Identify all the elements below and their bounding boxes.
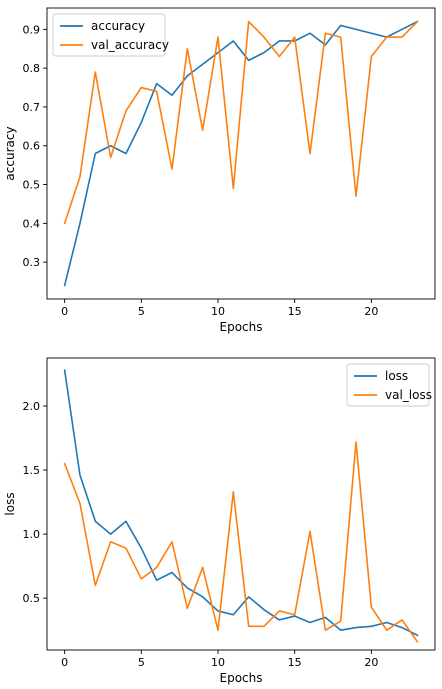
accuracy-chart-y-tick-label: 0.4 [23,217,41,230]
accuracy-chart-legend: accuracy val_accuracy [52,13,169,57]
accuracy-chart-series-line-accuracy [63,20,419,287]
loss-chart-y-tick-label: 0.5 [23,592,41,605]
loss-chart-y-tick-label: 1.5 [23,464,41,477]
loss-chart-x-tick-label: 15 [288,656,302,669]
accuracy-chart-y-tick-label: 0.3 [23,256,41,269]
loss-chart-legend: loss val_loss [346,363,432,407]
accuracy-chart-frame [46,7,436,300]
loss-chart-legend-label-loss: loss [385,369,408,383]
loss-chart-y-axis-label: loss [3,492,17,515]
loss-chart-series-line-val-loss [63,441,419,643]
accuracy-chart-series-line-val-accuracy [63,20,419,225]
accuracy-chart-x-axis-label: Epochs [220,320,263,334]
accuracy-chart-x-tick-label: 0 [61,305,68,318]
loss-chart-y-tick-label: 1.0 [23,528,41,541]
loss-chart-legend-label-val-loss: val_loss [385,388,432,402]
accuracy-chart-y-tick-label: 0.6 [23,140,41,153]
accuracy-chart-y-tick-label: 0.7 [23,101,41,114]
accuracy-chart-x-tick-label: 5 [138,305,145,318]
loss-chart-x-tick-label: 10 [211,656,225,669]
loss-chart-x-tick-label: 5 [138,656,145,669]
loss-chart: 0 5 10 15 20 0.5 1.0 1.5 2.0 Epochs loss loss val_lo… [3,357,436,685]
accuracy-chart-y-tick-label: 0.5 [23,179,41,192]
accuracy-chart: 0 5 10 15 20 0.3 0.4 0.5 0.6 0.7 0.8 0.9 Epochs accur… [3,7,436,334]
accuracy-chart-legend-label-accuracy: accuracy [91,19,145,33]
accuracy-chart-x-tick-label: 15 [288,305,302,318]
loss-chart-frame [46,357,436,651]
loss-chart-x-axis-label: Epochs [220,671,263,685]
accuracy-chart-x-tick-label: 10 [211,305,225,318]
loss-chart-x-tick-label: 0 [61,656,68,669]
accuracy-chart-y-axis-label: accuracy [3,126,17,180]
accuracy-chart-x-tick-label: 20 [364,305,378,318]
loss-chart-y-tick-label: 2.0 [23,400,41,413]
accuracy-chart-y-tick-label: 0.8 [23,62,41,75]
loss-chart-x-tick-label: 20 [364,656,378,669]
accuracy-chart-y-tick-label: 0.9 [23,23,41,36]
loss-chart-series-line-loss [63,369,419,637]
accuracy-chart-legend-label-val-accuracy: val_accuracy [91,38,169,52]
